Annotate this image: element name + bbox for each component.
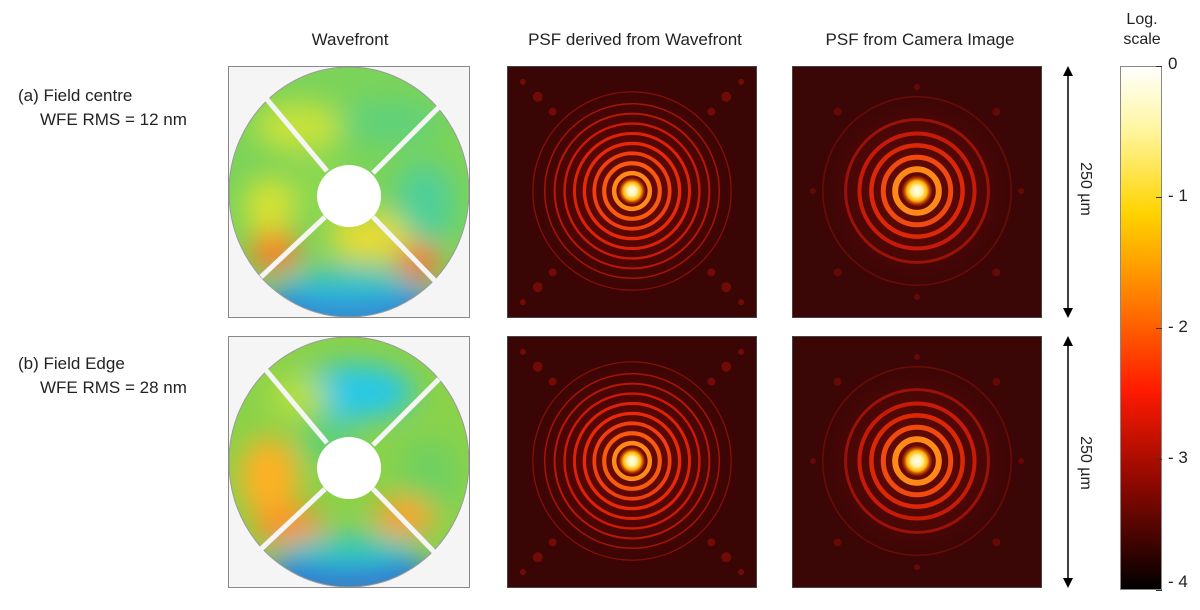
scale-bar-a-label-wrap: 250 µm xyxy=(1040,162,1130,216)
colorbar-tick-label: - 2 xyxy=(1168,317,1188,336)
row-b-label: (b) Field Edge WFE RMS = 28 nm xyxy=(18,352,187,400)
psf-derived-a-rings xyxy=(512,71,752,311)
row-a-wfe: WFE RMS = 12 nm xyxy=(40,110,187,129)
wavefront-map-a xyxy=(228,66,470,318)
wavefront-map-b xyxy=(228,336,470,588)
row-b-title: (b) Field Edge xyxy=(18,354,125,373)
psf-camera-a-rings xyxy=(797,71,1037,311)
colorbar-tick-mark xyxy=(1156,458,1162,460)
colorbar-tick-label: 0 xyxy=(1168,54,1178,73)
psf-derived-a xyxy=(507,66,757,318)
colorbar-title-line2: scale xyxy=(1123,31,1161,48)
psf-camera-a xyxy=(792,66,1042,318)
colorbar-tick-mark xyxy=(1156,65,1162,67)
colorbar-tick-label: - 4 xyxy=(1168,572,1188,591)
scale-bar-b xyxy=(1063,336,1073,588)
psf-camera-b-rings xyxy=(797,341,1037,581)
colorbar-tick-mark xyxy=(1156,196,1162,198)
row-a-title: (a) Field centre xyxy=(18,86,133,105)
colorbar-tick-label: - 1 xyxy=(1168,186,1188,205)
scale-bar-a-label: 250 µm xyxy=(1077,162,1094,216)
psf-camera-b xyxy=(792,336,1042,588)
colorbar-title-line1: Log. xyxy=(1126,11,1158,28)
column-title-wavefront: Wavefront xyxy=(311,30,389,49)
psf-derived-b-rings xyxy=(512,341,752,581)
colorbar-title: Log. scale xyxy=(1112,10,1172,50)
scale-bar-b-label-wrap: 250 µm xyxy=(1040,436,1130,490)
row-a-label: (a) Field centre WFE RMS = 12 nm xyxy=(18,84,187,132)
colorbar-tick-mark xyxy=(1156,589,1162,591)
row-b-wfe: WFE RMS = 28 nm xyxy=(40,378,187,397)
scale-bar-b-label: 250 µm xyxy=(1077,436,1094,490)
scale-bar-a xyxy=(1063,66,1073,318)
colorbar-tick-label: - 3 xyxy=(1168,448,1188,467)
psf-derived-b xyxy=(507,336,757,588)
colorbar-tick-mark xyxy=(1156,327,1162,329)
colorbar xyxy=(1120,66,1162,590)
column-title-psf-derived: PSF derived from Wavefront xyxy=(528,30,742,49)
column-title-psf-camera: PSF from Camera Image xyxy=(825,30,1015,49)
